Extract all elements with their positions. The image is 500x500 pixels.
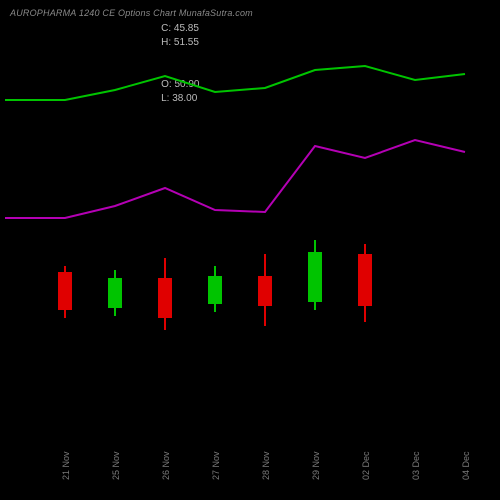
chart-line — [5, 140, 465, 218]
x-tick-label: 28 Nov — [261, 451, 271, 480]
chart-line — [5, 66, 465, 100]
x-tick-label: 04 Dec — [461, 451, 471, 480]
x-tick-label: 03 Dec — [411, 451, 421, 480]
x-tick-label: 26 Nov — [161, 451, 171, 480]
options-chart — [0, 0, 500, 500]
x-tick-label: 25 Nov — [111, 451, 121, 480]
x-tick-label: 29 Nov — [311, 451, 321, 480]
x-tick-label: 21 Nov — [61, 451, 71, 480]
x-tick-label: 02 Dec — [361, 451, 371, 480]
x-tick-label: 27 Nov — [211, 451, 221, 480]
